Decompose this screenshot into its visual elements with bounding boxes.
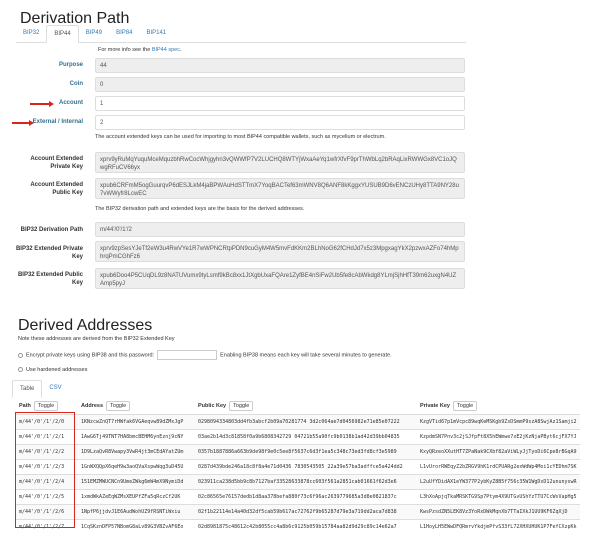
purpose-label: Purpose: [59, 61, 83, 69]
private-key-cell: KzpdmSN7Pnv3c2jSJfpFt8X5hEWmwe7xE2jKzNja…: [417, 430, 580, 445]
path-highlight-box: [15, 412, 75, 528]
bip38-row: Encrypt private keys using BIP38 and thi…: [18, 350, 392, 360]
tab-bip44[interactable]: BIP44: [46, 25, 78, 43]
private-key-cell: L3hXoApjqTkaMRSKTG9Sp7Ptym4X9UTGvUShYzTT…: [417, 490, 580, 505]
hardened-row: Use hardened addresses: [18, 367, 87, 373]
public-key-cell: 03ae2b14d3c81858f0a9b6808342729 04721b55…: [195, 430, 417, 445]
account-field[interactable]: 1: [95, 96, 465, 111]
info-prefix: For more info see the: [98, 47, 152, 53]
hardened-checkbox[interactable]: [18, 367, 23, 372]
tab-bip84[interactable]: BIP84: [109, 25, 139, 42]
address-cell: 1CqSKznDFP57NBomG8aLv89G3VBZvAF6Eo: [78, 520, 195, 534]
coin-label: Coin: [70, 80, 83, 88]
private-key-cell: KwsPzsdZN5LEK8Vz3YoRxDWkMqnXb7TTaIXkJ1UU…: [417, 505, 580, 520]
bip38-checkbox[interactable]: [18, 353, 23, 358]
private-key-cell: KzgVTid67p1mVcpc89wqKeMSKgb9ZsDSmmP9szA8…: [417, 415, 580, 430]
public-key-cell: 02c86565e76157dedb1d8aa378befa880f73c6f9…: [195, 490, 417, 505]
private-key-cell: KxyQRzeoXXutHT7ZPaNak9CXbf82aViWLyJjTyoD…: [417, 445, 580, 460]
bip38-label: Encrypt private keys using BIP38 and thi…: [26, 352, 154, 358]
address-cell: 1GnWXQQpX6qeH9w3aoQVaXspwWqg3uD45U: [78, 460, 195, 475]
address-cell: 151EMZMWUCNCn9UmeZWkg6mW4mX9NymiDd: [78, 475, 195, 490]
info-text: For more info see the BIP44 spec.: [98, 47, 181, 53]
bip32-note: The BIP32 derivation path and extended k…: [95, 206, 304, 212]
account-private-key-field[interactable]: xprv9yRuMqYuquMceMquzbhRwCocWhjgyhn3vQWW…: [95, 152, 465, 173]
bip-tabs: BIP32 BIP44 BIP49 BIP84 BIP141: [16, 25, 466, 43]
bip32-path-field[interactable]: m/44'/0'/1'/2: [95, 222, 465, 237]
account-label: Account: [59, 99, 83, 107]
address-cell: 1NpfP6jjdvJ1E6AudWohUZ9fRSNTiWxiu: [78, 505, 195, 520]
bip32-public-key-field[interactable]: xpub6Doo4P5CUqDL9z8NATUVumx9tyLsmf9kBc8x…: [95, 268, 465, 289]
purpose-field[interactable]: 44: [95, 58, 465, 73]
address-cell: 1xmdWkAZeEqWZMsXEUPfZFa5qRczCf2UK: [78, 490, 195, 505]
address-cell: 1AwG6Tj49TNT7HA8bmcBEHM6ynEznj9cNY: [78, 430, 195, 445]
private-key-toggle-button[interactable]: Toggle: [453, 401, 477, 411]
public-key-toggle-button[interactable]: Toggle: [229, 401, 253, 411]
address-toggle-button[interactable]: Toggle: [106, 401, 130, 411]
external-internal-field[interactable]: 2: [95, 115, 465, 130]
bip44-spec-link[interactable]: BIP44 spec: [152, 47, 180, 53]
bip32-private-key-field[interactable]: xprv9zpSesYJeTf2eW3u4RwVYe1R7wWPNCRtpPDN…: [95, 241, 465, 262]
bip32-private-key-label: BIP32 Extended Private Key: [13, 245, 83, 261]
tab-bip49[interactable]: BIP49: [79, 25, 109, 42]
public-key-cell: 02d8981875c48612c42b8055cc4a8b6c9125b059…: [195, 520, 417, 534]
red-arrow-icon: [12, 122, 30, 124]
address-cell: 1KNzcwZnQT7rHWfak6VGAeqvw89dZMxJgP: [78, 415, 195, 430]
derived-note: Note these addresses are derived from th…: [18, 336, 175, 342]
private-key-cell: L1HoyLH5EWwDFQRmrvYkdjmPfvS33fL72XHXUHUK…: [417, 520, 580, 534]
account-public-key-field[interactable]: xpub6CRFmM5ogGuurqvP6dESJLkM4jaBPWAuHdST…: [95, 178, 465, 199]
info-suffix: .: [180, 47, 182, 53]
public-key-cell: 0357b1887886a663b9de98f9e0c5ee8f5637c6d3…: [195, 445, 417, 460]
output-tabs: Table CSV: [12, 380, 69, 397]
public-key-cell: 023911ca238d5bb9c8b7127baf33528633878cc6…: [195, 475, 417, 490]
account-note: The account extended keys can be used fo…: [95, 134, 386, 140]
bip32-path-label: BIP32 Derivation Path: [21, 226, 83, 234]
coin-field[interactable]: 0: [95, 77, 465, 92]
derived-addresses-title: Derived Addresses: [18, 317, 152, 335]
bip32-public-key-label: BIP32 Extended Public Key: [13, 271, 83, 287]
tab-table[interactable]: Table: [12, 380, 42, 398]
external-internal-label: External / Internal: [33, 118, 83, 126]
private-key-cell: L1vUrorRWEqyZ2bZRGV9hK1rdCPUARg2exWdWp4M…: [417, 460, 580, 475]
account-private-key-label: Account Extended Private Key: [23, 155, 83, 171]
path-toggle-button[interactable]: Toggle: [34, 401, 58, 411]
tab-bip141[interactable]: BIP141: [139, 25, 173, 42]
bip38-password-input[interactable]: [157, 350, 217, 360]
public-key-cell: 02f1b22114e14a40d32df5cab59b617ac72762f9…: [195, 505, 417, 520]
bip38-note: Enabling BIP38 means each key will take …: [220, 352, 392, 358]
red-arrow-icon: [30, 103, 50, 105]
tab-csv[interactable]: CSV: [42, 380, 68, 397]
account-public-key-label: Account Extended Public Key: [23, 181, 83, 197]
private-key-cell: L2uUfYDidAX1eYW377P2ybKyZ8B5f756c35W1WgD…: [417, 475, 580, 490]
tab-bip32[interactable]: BIP32: [16, 25, 46, 42]
address-cell: 1D9LzaQvR8Vwapy3VwR4jt3mCEdAYatZUm: [78, 445, 195, 460]
public-key-cell: 0287d439bde246a18c8f8a4e71d0436 78305435…: [195, 460, 417, 475]
hardened-label: Use hardened addresses: [26, 367, 87, 373]
public-key-cell: 0298094334803dd4fb3abcf2b09a70281774 3d2…: [195, 415, 417, 430]
